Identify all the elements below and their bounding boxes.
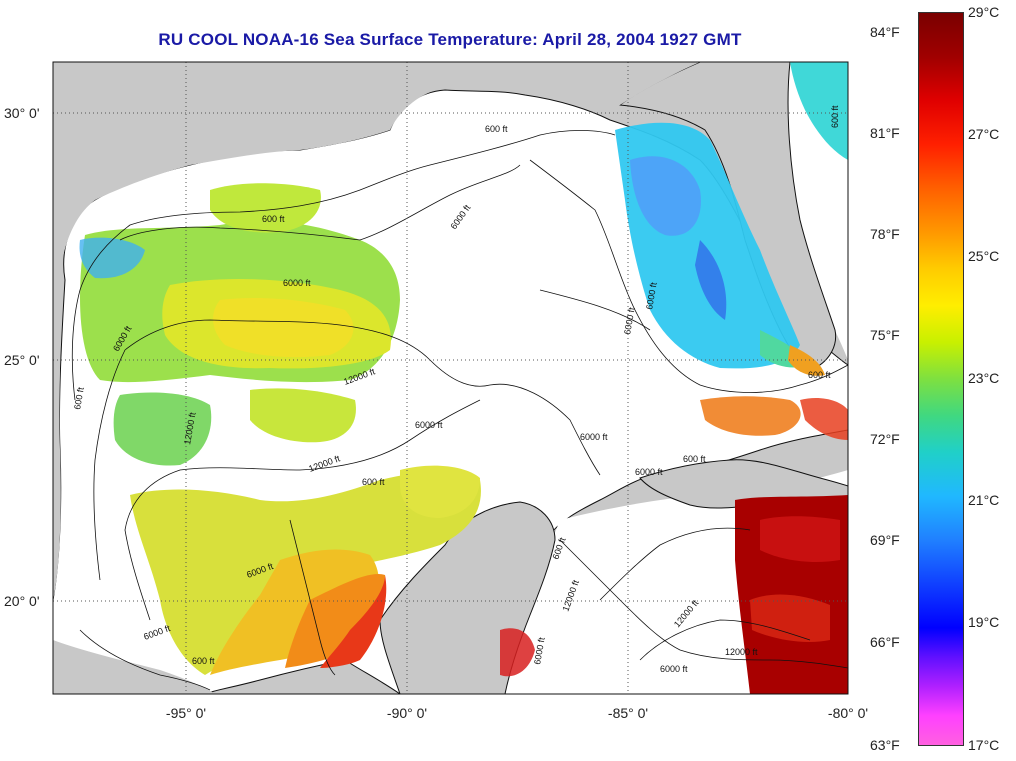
colorbar-c-tick: 25°C (968, 248, 1000, 264)
grid (53, 62, 848, 694)
colorbar-f-tick: 72°F (870, 431, 900, 447)
sst-patches (79, 62, 848, 694)
colorbar-c-tick: 27°C (968, 126, 1000, 142)
colorbar-f-tick: 78°F (870, 226, 900, 242)
colorbar-f-tick: 84°F (870, 24, 900, 40)
contour-label: 6000 ft (622, 306, 637, 335)
contour-label: 600 ft (192, 656, 215, 666)
contour-label: 6000 ft (660, 664, 688, 674)
contour-label: 6000 ft (532, 636, 547, 665)
mexico-south-land (53, 640, 215, 694)
x-tick-label: -95° 0' (166, 705, 206, 721)
contour-label: 6000 ft (283, 278, 311, 288)
colorbar-f-tick: 66°F (870, 634, 900, 650)
x-tick-label: -80° 0' (828, 705, 868, 721)
contour-label: 600 ft (683, 454, 706, 464)
colorbar-c-tick: 17°C (968, 737, 1000, 753)
colorbar-f-tick: 63°F (870, 737, 900, 753)
contour-label: 12000 ft (725, 647, 758, 657)
bathymetry-contours (71, 130, 848, 691)
colorbar-f-tick: 69°F (870, 532, 900, 548)
colorbar-c-tick: 23°C (968, 370, 1000, 386)
y-tick-label: 30° 0' (4, 105, 40, 121)
mexico-land (53, 280, 61, 600)
y-tick-label: 25° 0' (4, 352, 40, 368)
plot-frame (52, 61, 849, 695)
colorbar-c-tick: 21°C (968, 492, 1000, 508)
colorbar-f-tick: 81°F (870, 125, 900, 141)
contour-label: 6000 ft (644, 281, 659, 310)
contour-label: 6000 ft (635, 467, 663, 477)
contour-label: 600 ft (72, 386, 86, 410)
x-tick-label: -85° 0' (608, 705, 648, 721)
contour-label: 600 ft (485, 124, 508, 134)
contour-label: 6000 ft (415, 420, 443, 430)
contour-label: 6000 ft (580, 432, 608, 442)
contour-label: 600 ft (362, 477, 385, 487)
colorbar-c-tick: 29°C (968, 4, 1000, 20)
colorbar-c-tick: 19°C (968, 614, 1000, 630)
cuba-land (639, 459, 848, 509)
us-land (53, 62, 700, 290)
colorbar-f-tick: 75°F (870, 327, 900, 343)
contour-label: 600 ft (830, 105, 840, 128)
y-tick-label: 20° 0' (4, 593, 40, 609)
map-title: RU COOL NOAA-16 Sea Surface Temperature:… (158, 30, 742, 49)
x-tick-label: -90° 0' (387, 705, 427, 721)
contour-label: 600 ft (262, 214, 285, 224)
temperature-colorbar (918, 12, 964, 746)
contour-label: 600 ft (808, 370, 831, 380)
